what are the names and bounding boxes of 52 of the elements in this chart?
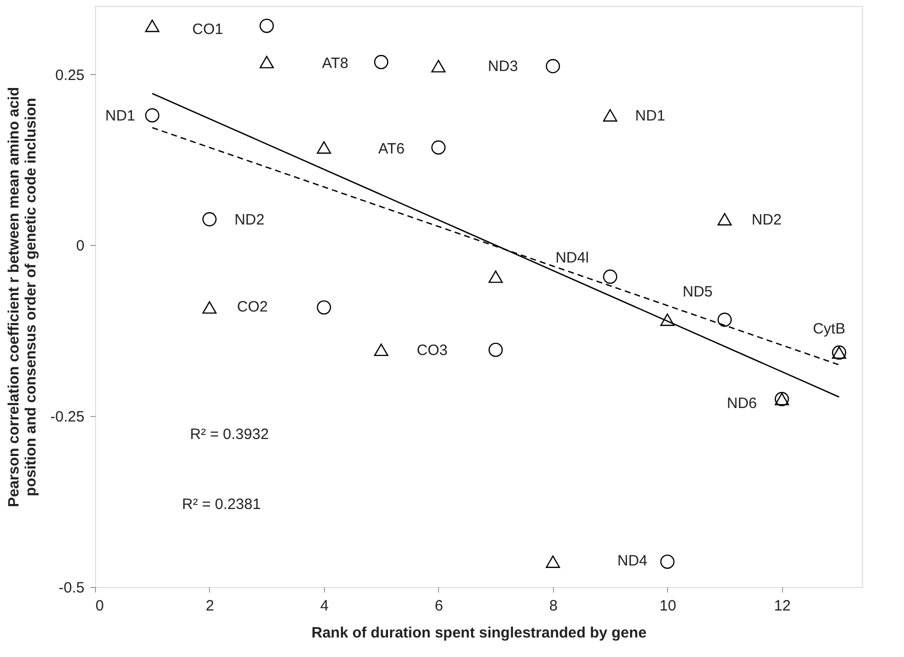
point [546, 555, 560, 568]
annotation: ND4 [617, 552, 648, 570]
annotation: ND1 [635, 107, 666, 124]
y-axis-title: Pearson correlation coefficient r between mean amino acid position and consensus order of genetic code inclusion [5, 86, 40, 508]
point [603, 109, 618, 122]
x-tick-label: 10 [660, 598, 676, 614]
y-tick-label: 0 [76, 238, 84, 255]
point [202, 301, 217, 314]
point [546, 59, 560, 74]
annotation: R² = 0.2381 [182, 496, 261, 513]
annotation: CO1 [192, 20, 224, 38]
annotation: AT8 [322, 55, 348, 72]
x-tick-label: 2 [206, 598, 214, 614]
point [660, 554, 675, 569]
annotation: CO3 [416, 342, 448, 359]
x-tick-label: 0 [96, 598, 104, 614]
x-axis-title: Rank of duration spent singlestranded by gene [311, 624, 647, 642]
annotation: ND2 [234, 211, 264, 228]
point [145, 108, 160, 122]
point [431, 140, 446, 155]
x-tick-label: 6 [434, 598, 444, 614]
annotation: ND3 [488, 58, 518, 76]
point [316, 141, 332, 154]
y-tick-label: 0.25 [55, 66, 84, 84]
point [718, 213, 732, 226]
annotation: CytB [812, 320, 846, 338]
point [431, 60, 446, 72]
point [718, 312, 732, 327]
point [488, 342, 503, 357]
point [316, 300, 332, 315]
annotation: ND1 [105, 107, 136, 124]
x-tick-label: 4 [320, 598, 329, 614]
point [260, 56, 274, 68]
annotation: R² = 0.3932 [190, 426, 269, 443]
point [260, 18, 274, 33]
annotation: ND6 [726, 395, 757, 412]
x-tick-label: 8 [549, 598, 558, 614]
annotation: ND5 [682, 284, 713, 301]
x-tick-label: 12 [774, 598, 791, 614]
point [374, 54, 388, 70]
point [202, 212, 217, 226]
point [374, 344, 388, 356]
annotation: ND4l [555, 250, 589, 267]
point [603, 270, 618, 284]
annotation: CO2 [237, 298, 268, 316]
annotation: AT6 [378, 140, 405, 158]
point [145, 20, 160, 32]
point [660, 313, 675, 326]
y-tick-label: -0.25 [50, 408, 84, 426]
y-tick-label: -0.5 [58, 580, 84, 596]
annotation: ND2 [752, 211, 782, 228]
point [488, 270, 503, 283]
